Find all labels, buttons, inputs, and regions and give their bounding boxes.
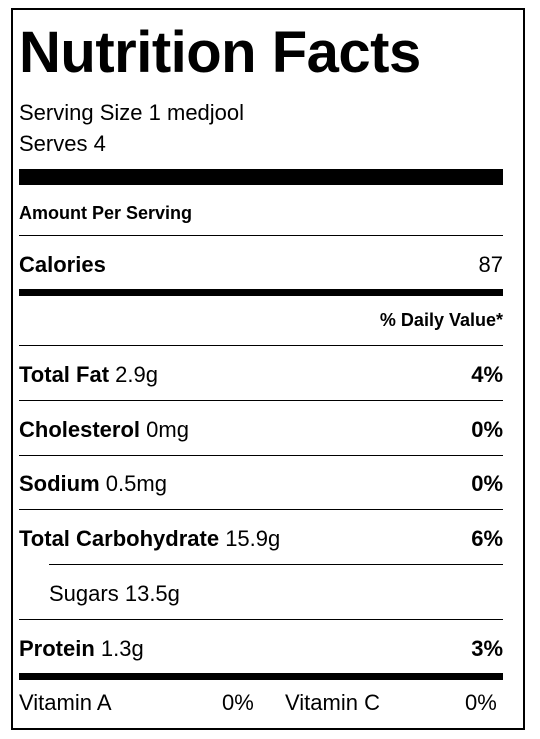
vitamin-a-name: Vitamin A: [19, 690, 112, 715]
nutrient-daily-value: 0%: [471, 417, 503, 442]
nutrient-name: Cholesterol: [19, 417, 141, 442]
serving-size-label: Serving Size: [19, 100, 143, 125]
nutrient-amount: 13.5g: [124, 581, 180, 606]
vitamin-a-daily-value: 0%: [222, 690, 254, 715]
nutrient-name: Total Carbohydrate: [19, 526, 220, 551]
nutrient-amount: 0mg: [146, 417, 189, 442]
nutrient-row-sugars: Sugars 13.5g: [49, 581, 503, 607]
nutrient-row-protein: Protein 1.3g 3%: [19, 636, 503, 662]
nutrient-name: Sodium: [19, 471, 100, 496]
nutrient-amount: 1.3g: [100, 636, 144, 661]
nutrient-amount: 2.9g: [115, 362, 158, 387]
daily-value-header: % Daily Value*: [379, 310, 503, 330]
divider-thin: [19, 400, 503, 401]
amount-per-serving: Amount Per Serving: [19, 203, 193, 223]
nutrient-name: Protein: [19, 636, 95, 661]
label-title: Nutrition Facts: [19, 20, 421, 85]
nutrition-facts-label: [11, 8, 525, 730]
serves-label: Serves: [19, 131, 88, 156]
nutrient-row-total-carbohydrate: Total Carbohydrate 15.9g 6%: [19, 526, 503, 552]
divider-thin: [19, 345, 503, 346]
divider-thick: [19, 169, 503, 185]
nutrient-daily-value: 3%: [471, 636, 503, 661]
nutrient-name: Sugars: [49, 581, 119, 606]
nutrient-row-sodium: Sodium 0.5mg 0%: [19, 471, 503, 497]
divider-thin: [19, 619, 503, 620]
divider-thin: [19, 455, 503, 456]
nutrient-amount: 0.5mg: [105, 471, 167, 496]
calories-row: Calories 87: [19, 252, 503, 278]
divider-thin: [19, 509, 503, 510]
vitamin-c-daily-value: 0%: [465, 690, 497, 715]
calories-value: 87: [478, 252, 503, 277]
nutrient-row-cholesterol: Cholesterol 0mg 0%: [19, 417, 503, 443]
divider-thin: [19, 235, 503, 236]
serves: Serves 4: [19, 131, 106, 157]
divider-medium: [19, 289, 503, 296]
serving-size: Serving Size 1 medjool: [19, 100, 244, 126]
nutrient-name: Total Fat: [19, 362, 110, 387]
nutrient-daily-value: 6%: [471, 526, 503, 551]
divider-thin-indented: [49, 564, 503, 565]
serving-size-value: 1 medjool: [148, 100, 245, 125]
divider-medium: [19, 673, 503, 680]
calories-label: Calories: [19, 252, 106, 277]
nutrient-daily-value: 0%: [471, 471, 503, 496]
serves-value: 4: [93, 131, 106, 156]
nutrient-row-total-fat: Total Fat 2.9g 4%: [19, 362, 503, 388]
vitamin-c-name: Vitamin C: [285, 690, 380, 715]
nutrient-daily-value: 4%: [471, 362, 503, 387]
nutrient-amount: 15.9g: [225, 526, 281, 551]
